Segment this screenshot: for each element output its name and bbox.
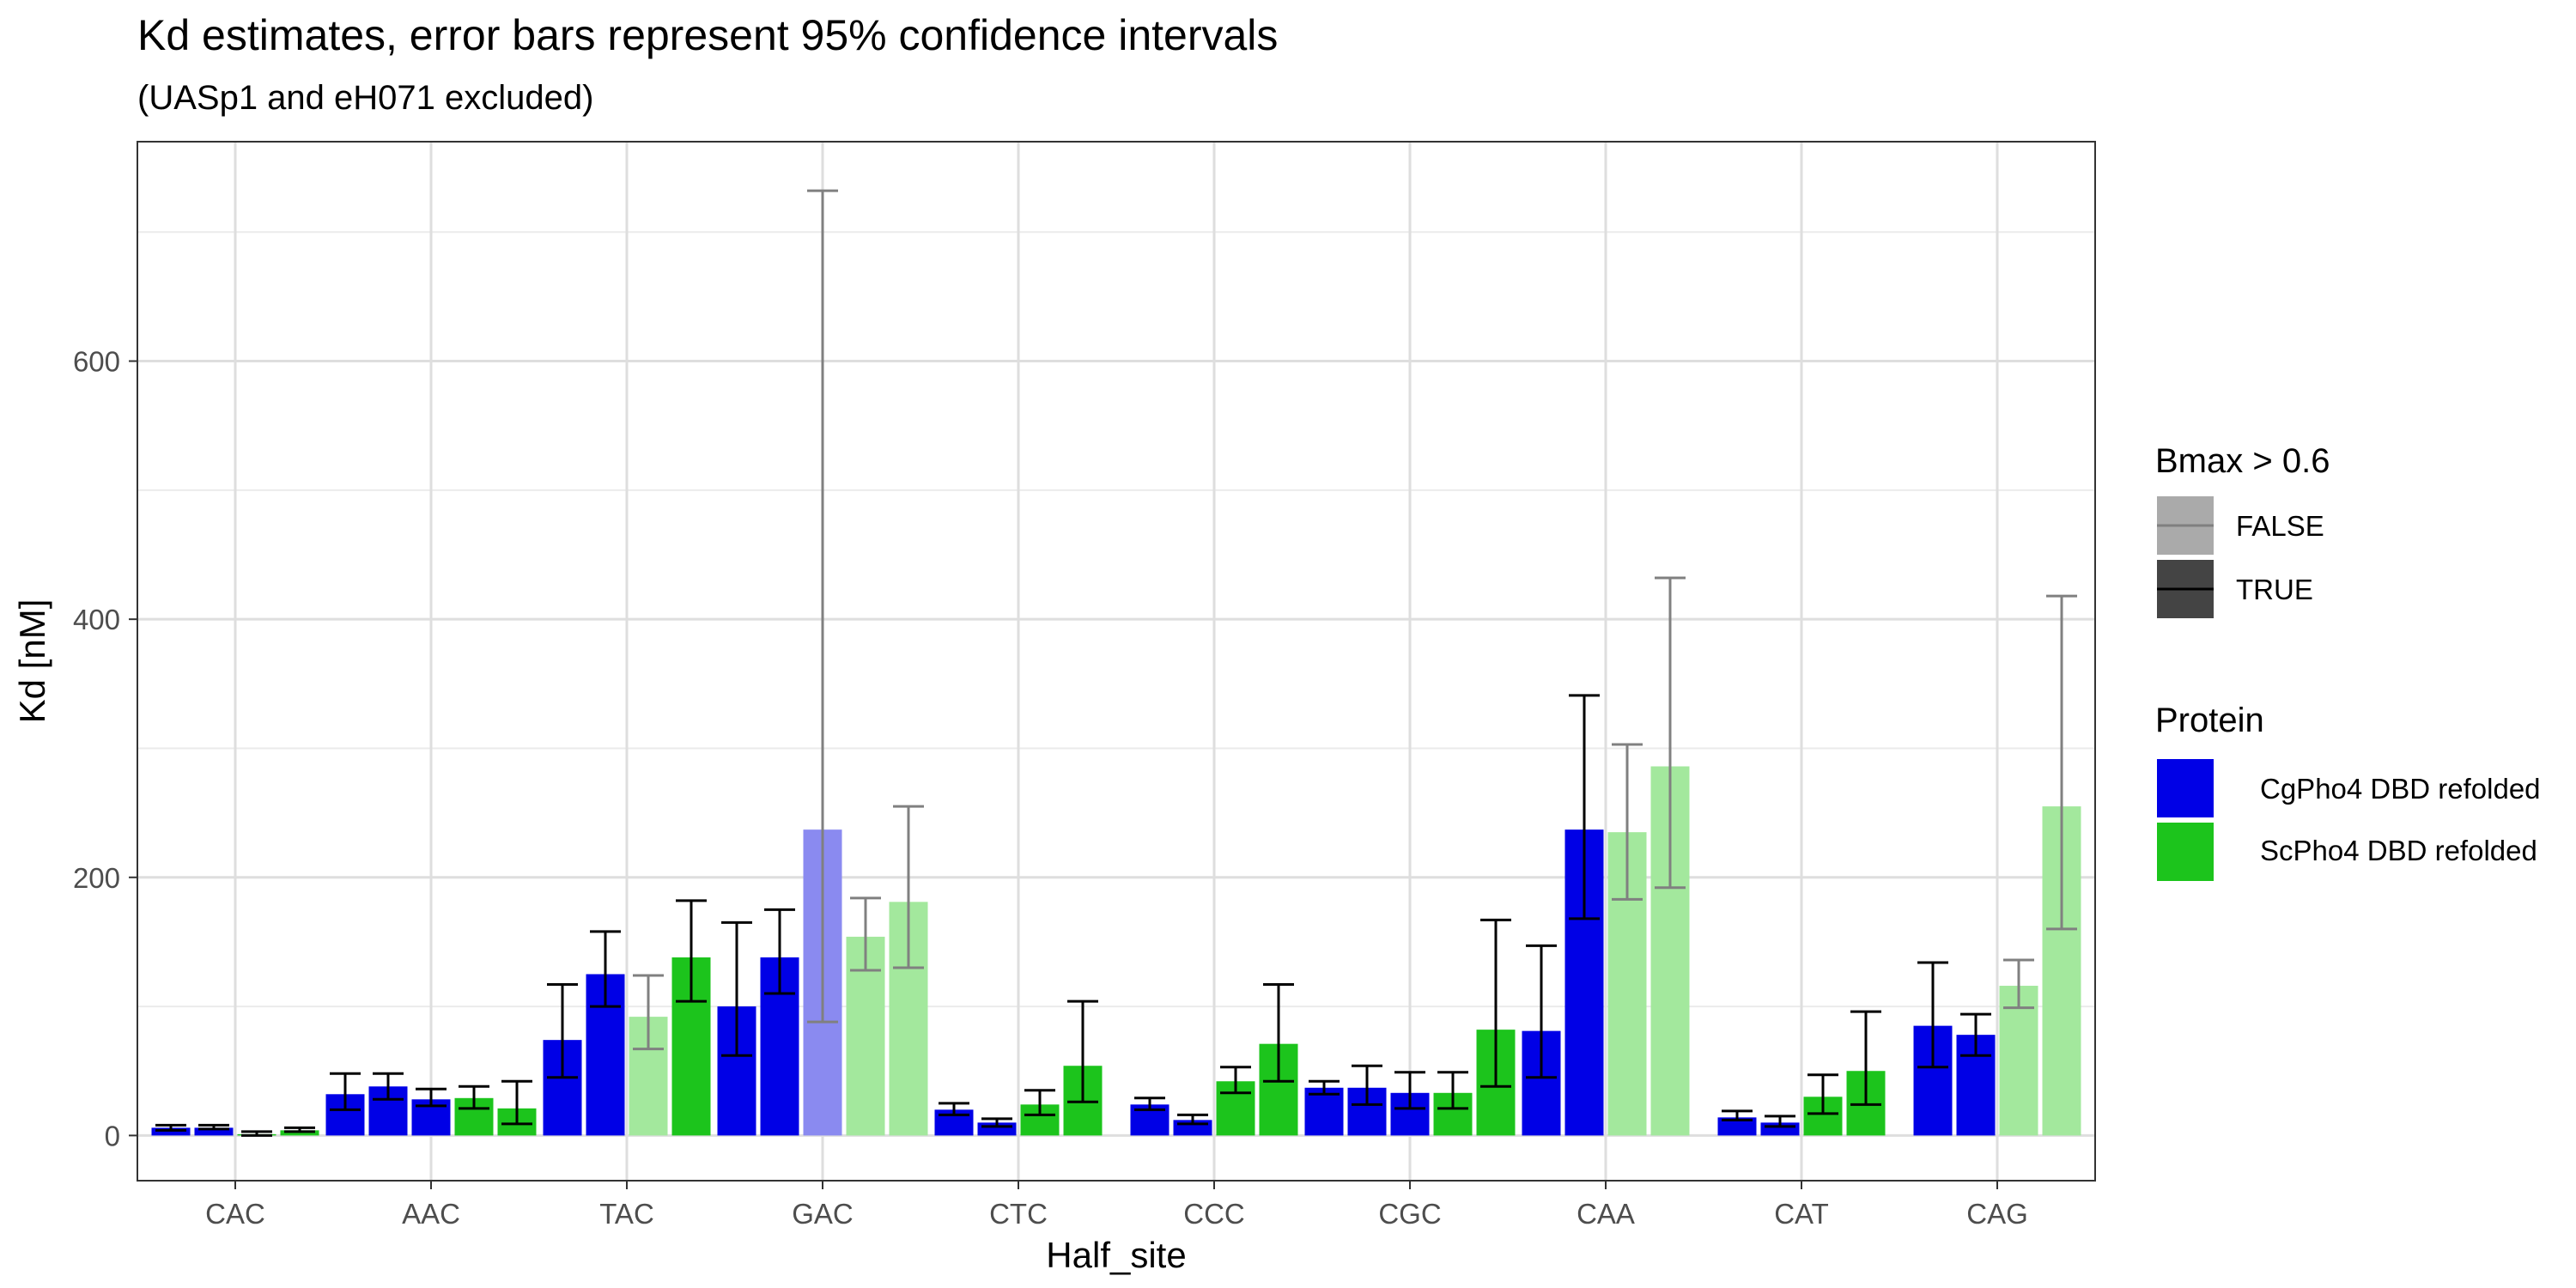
legend-bmax: Bmax > 0.6 FALSE TRUE xyxy=(2155,442,2330,618)
bar xyxy=(194,1127,234,1136)
bar xyxy=(280,1130,319,1136)
x-tick-label: CGC xyxy=(1378,1198,1441,1230)
error-bars-layer xyxy=(155,189,2077,1137)
legend-label-scpho4: ScPho4 DBD refolded xyxy=(2260,835,2537,866)
legend-key-cgpho4 xyxy=(2157,759,2214,817)
x-tick-label: CAG xyxy=(1966,1198,2028,1230)
grid-lines xyxy=(137,142,2095,1181)
legend-key-scpho4 xyxy=(2157,823,2214,881)
bar xyxy=(1304,1087,1344,1136)
legend-bmax-title: Bmax > 0.6 xyxy=(2155,442,2330,480)
y-tick-label: 0 xyxy=(105,1120,120,1151)
bar xyxy=(151,1127,191,1136)
chart-subtitle: (UASp1 and eH071 excluded) xyxy=(137,79,593,117)
x-axis: CAC AAC TAC GAC CTC CCC CGC CAA CAT CAG xyxy=(205,1181,2028,1230)
x-axis-title: Half_site xyxy=(1046,1235,1186,1275)
bar xyxy=(1999,986,2038,1136)
y-tick-label: 200 xyxy=(73,862,120,894)
y-axis-title: Kd [nM] xyxy=(12,599,52,724)
y-tick-label: 600 xyxy=(73,346,120,378)
plot-border xyxy=(137,141,2096,1182)
plot-panel xyxy=(137,142,2095,1181)
x-tick-label: CCC xyxy=(1183,1198,1245,1230)
legend-label-true: TRUE xyxy=(2236,574,2313,605)
bar xyxy=(1717,1117,1757,1136)
legend-protein: Protein CgPho4 DBD refolded ScPho4 DBD r… xyxy=(2155,702,2541,881)
chart-title: Kd estimates, error bars represent 95% c… xyxy=(137,11,1278,59)
y-tick-label: 400 xyxy=(73,604,120,635)
x-tick-label: CTC xyxy=(989,1198,1048,1230)
x-tick-label: GAC xyxy=(792,1198,854,1230)
legend-protein-title: Protein xyxy=(2155,702,2264,739)
x-tick-label: CAA xyxy=(1577,1198,1635,1230)
x-tick-label: CAT xyxy=(1774,1198,1829,1230)
x-tick-label: AAC xyxy=(402,1198,460,1230)
legend-label-false: FALSE xyxy=(2236,510,2324,542)
legend-label-cgpho4: CgPho4 DBD refolded xyxy=(2260,773,2541,805)
x-tick-label: TAC xyxy=(599,1198,654,1230)
x-tick-label: CAC xyxy=(205,1198,265,1230)
y-axis: 0 200 400 600 xyxy=(73,346,137,1151)
